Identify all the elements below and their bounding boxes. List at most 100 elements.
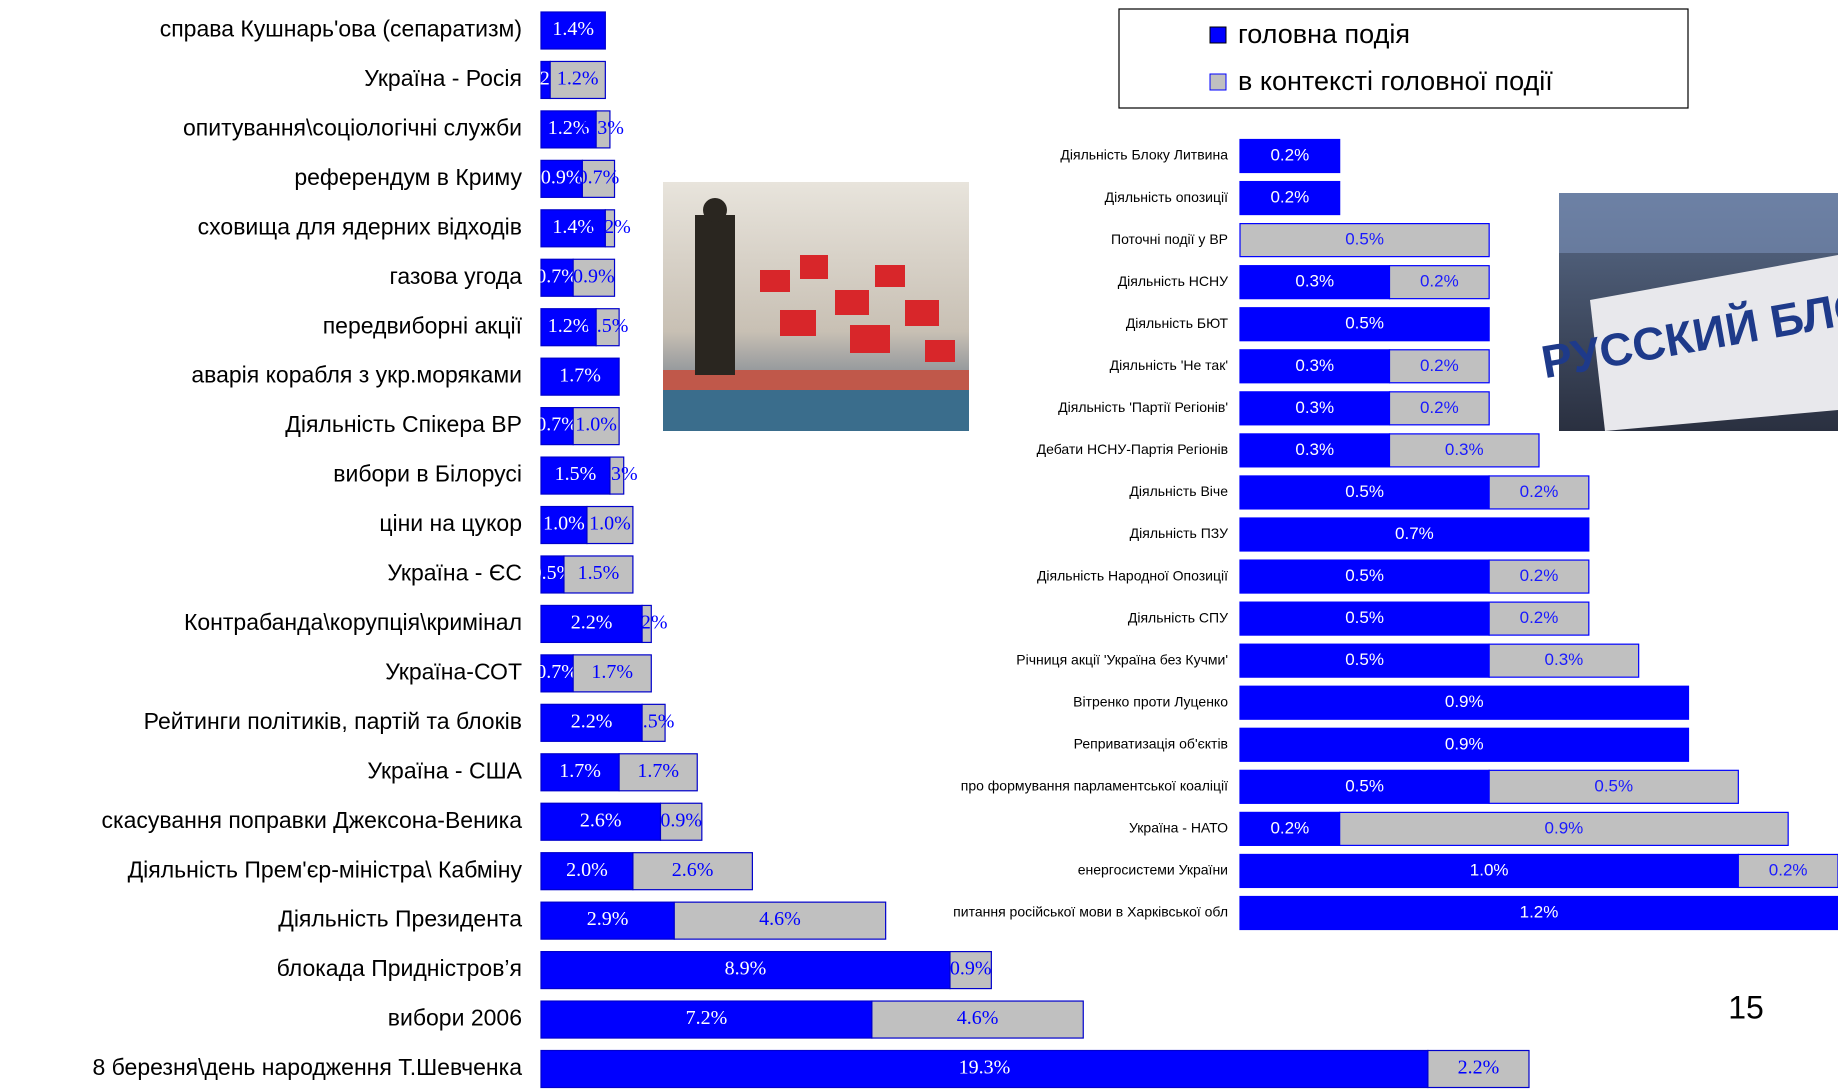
category-label: опитування\соціологічні служби [183, 114, 522, 140]
bar-segment [1239, 138, 1341, 174]
value-label: 0.9% [660, 809, 702, 831]
bar-segment [1239, 853, 1739, 889]
bar-segment [1239, 769, 1490, 804]
category-label: Україна-СОТ [385, 658, 522, 684]
value-label: 2.2% [1458, 1057, 1500, 1079]
bar-segment [540, 753, 620, 792]
category-label: 8 березня\день народження Т.Шевченка [92, 1054, 522, 1080]
value-label: 0.2% [626, 612, 668, 634]
bar-segment [595, 110, 611, 149]
bar-segment [1239, 307, 1490, 342]
value-label: 0.2% [1520, 482, 1559, 501]
bar-segment [609, 456, 625, 495]
value-label: 0.7% [536, 265, 578, 287]
category-label: Рейтинги політиків, партій та блоків [144, 708, 522, 734]
value-label: 1.0% [1470, 860, 1509, 879]
value-label: 0.5% [1345, 314, 1384, 333]
bar-segment [581, 159, 616, 198]
category-label: передвиборні акції [323, 312, 523, 338]
bar-segment [540, 703, 643, 742]
bar-segment [540, 901, 675, 940]
value-label: 7.2% [686, 1007, 728, 1029]
category-label: Україна - НАТО [1129, 820, 1228, 836]
value-label: 0.2% [1270, 818, 1309, 837]
bar-segment [659, 802, 703, 841]
value-label: 1.2% [548, 117, 590, 139]
category-label: Україна - США [367, 757, 522, 783]
bar-segment [1239, 391, 1391, 426]
legend-label: головна подія [1238, 19, 1410, 49]
value-label: 2.2% [571, 612, 613, 634]
category-label: Діяльність Віче [1129, 483, 1228, 499]
category-label: Вітренко проти Луценко [1073, 693, 1228, 709]
category-label: питання російської мови в Харківської об… [953, 904, 1228, 920]
bar-segment [540, 950, 951, 990]
bar-segment [572, 407, 620, 446]
bar-segment [1239, 643, 1490, 678]
category-label: Україна - Росія [364, 65, 522, 91]
bar-segment [673, 901, 887, 940]
bar-segment [1239, 517, 1590, 552]
bar-segment [1239, 223, 1490, 258]
value-label: 0.2% [589, 216, 631, 238]
bar-segment [586, 505, 634, 545]
value-label: 1.0% [543, 513, 585, 535]
bar-segment [641, 703, 666, 742]
bar-segment [540, 258, 574, 297]
bar-segment [1488, 769, 1739, 804]
value-label: 0.7% [578, 166, 620, 188]
value-label: 0.2% [1420, 272, 1459, 291]
value-label: 1.7% [559, 364, 601, 386]
value-label: 0.9% [573, 265, 615, 287]
legend-swatch [1209, 73, 1227, 91]
value-label: 1.7% [591, 661, 633, 683]
category-label: Діяльність 'Не так' [1110, 357, 1228, 373]
bar-segment [1488, 475, 1590, 510]
bar-segment [1488, 601, 1590, 636]
value-label: 1.7% [637, 760, 679, 782]
bar-segment [1239, 559, 1490, 594]
value-label: 1.0% [575, 414, 617, 436]
category-label: про формування парламентської коаліції [961, 778, 1228, 794]
value-label: 0.7% [1395, 524, 1434, 543]
value-label: 2.2% [571, 710, 613, 732]
value-label: 0.5% [633, 710, 675, 732]
legend-label: в контексті головної події [1238, 66, 1553, 96]
value-label: 19.3% [959, 1057, 1011, 1079]
value-label: 0.5% [1345, 608, 1384, 627]
value-label: 1.2% [557, 68, 599, 90]
bar-segment [632, 852, 753, 891]
category-label: Діяльність Президента [278, 906, 522, 932]
page-number: 15 [1728, 989, 1764, 1025]
bar-segment [540, 159, 583, 198]
bar-segment [1339, 811, 1789, 846]
bar-segment [540, 1000, 873, 1039]
legend-swatch [1209, 26, 1227, 44]
bar-segment [618, 753, 698, 792]
value-label: 0.3% [582, 117, 624, 139]
category-label: Діяльність БЮТ [1126, 315, 1229, 331]
bar-segment [1388, 265, 1490, 300]
category-label: Річниця акції 'Україна без Кучми' [1016, 651, 1228, 667]
value-label: 0.3% [596, 463, 638, 485]
value-label: 0.5% [1345, 482, 1384, 501]
category-label: сховища для ядерних відходів [198, 213, 522, 239]
bar-segment [1427, 1049, 1530, 1089]
category-label: Діяльність Прем'єр-міністра\ Кабміну [128, 856, 523, 882]
category-label: Діяльність ПЗУ [1130, 525, 1228, 541]
value-label: 2.0% [566, 859, 608, 881]
category-label: Реприватизація об'єктів [1074, 735, 1228, 751]
category-label: аварія корабля з укр.моряками [191, 362, 522, 388]
category-label: вибори 2006 [388, 1005, 522, 1031]
value-label: 0.9% [1445, 734, 1484, 753]
value-label: 1.5% [578, 562, 620, 584]
value-label: 0.7% [536, 414, 578, 436]
value-label: 0.7% [536, 661, 578, 683]
value-label: 0.3% [1295, 398, 1334, 417]
value-label: 0.3% [1295, 272, 1334, 291]
value-label: 0.3% [1295, 356, 1334, 375]
value-label: 2.6% [672, 859, 714, 881]
bar-segment [1239, 727, 1690, 762]
bar-segment [540, 11, 606, 50]
